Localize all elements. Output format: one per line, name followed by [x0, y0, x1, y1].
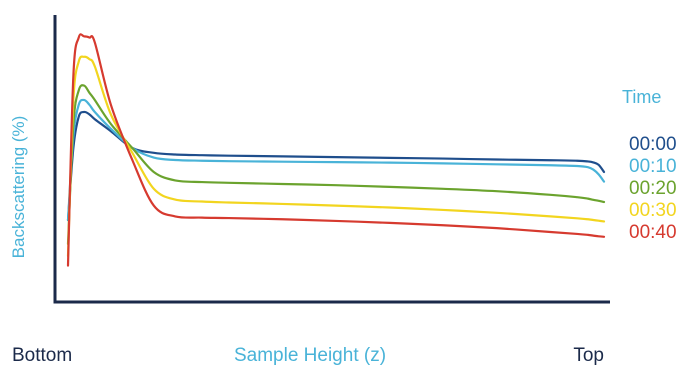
y-axis-label: Backscattering (%)	[9, 116, 28, 259]
x-axis-end-label: Top	[573, 345, 604, 365]
x-axis-label: Sample Height (z)	[234, 345, 386, 365]
legend-title: Time	[622, 87, 661, 107]
legend-item-00-20: 00:20	[629, 178, 677, 199]
x-axis-start-label: Bottom	[12, 345, 72, 365]
axis-lines	[53, 15, 610, 304]
series-line-00-30	[66, 55, 606, 258]
series-line-00-00	[66, 110, 606, 222]
legend-item-00-30: 00:30	[629, 200, 677, 221]
series-line-00-40	[66, 33, 606, 267]
series-line-00-10	[66, 98, 606, 222]
legend-item-00-40: 00:40	[629, 222, 677, 243]
legend-item-00-00: 00:00	[629, 134, 677, 155]
legend-item-00-10: 00:10	[629, 156, 677, 177]
chart-axes	[53, 15, 610, 304]
series-group	[66, 33, 606, 267]
series-line-00-20	[66, 84, 606, 246]
